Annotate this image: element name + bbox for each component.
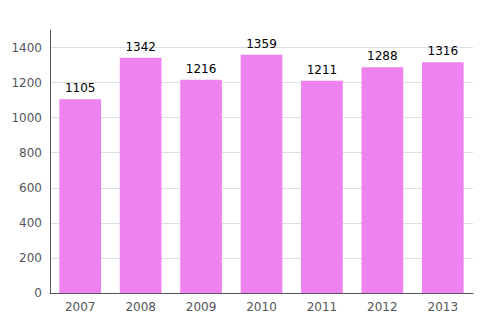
svg-text:2011: 2011 <box>307 300 338 314</box>
svg-text:1359: 1359 <box>246 37 277 51</box>
svg-text:1288: 1288 <box>367 49 398 63</box>
svg-text:1000: 1000 <box>11 111 42 125</box>
svg-text:1211: 1211 <box>307 63 338 77</box>
svg-text:400: 400 <box>19 216 42 230</box>
svg-text:800: 800 <box>19 146 42 160</box>
svg-text:2007: 2007 <box>65 300 96 314</box>
svg-text:2010: 2010 <box>246 300 277 314</box>
svg-text:1105: 1105 <box>65 81 96 95</box>
svg-text:1342: 1342 <box>125 40 156 54</box>
svg-text:1216: 1216 <box>186 62 217 76</box>
svg-text:1316: 1316 <box>428 44 459 58</box>
svg-text:200: 200 <box>19 251 42 265</box>
svg-text:1200: 1200 <box>11 76 42 90</box>
svg-text:2008: 2008 <box>125 300 156 314</box>
svg-text:2009: 2009 <box>186 300 217 314</box>
svg-text:2013: 2013 <box>428 300 459 314</box>
svg-text:1400: 1400 <box>11 41 42 55</box>
svg-text:2012: 2012 <box>367 300 398 314</box>
svg-text:600: 600 <box>19 181 42 195</box>
svg-text:0: 0 <box>34 286 42 300</box>
